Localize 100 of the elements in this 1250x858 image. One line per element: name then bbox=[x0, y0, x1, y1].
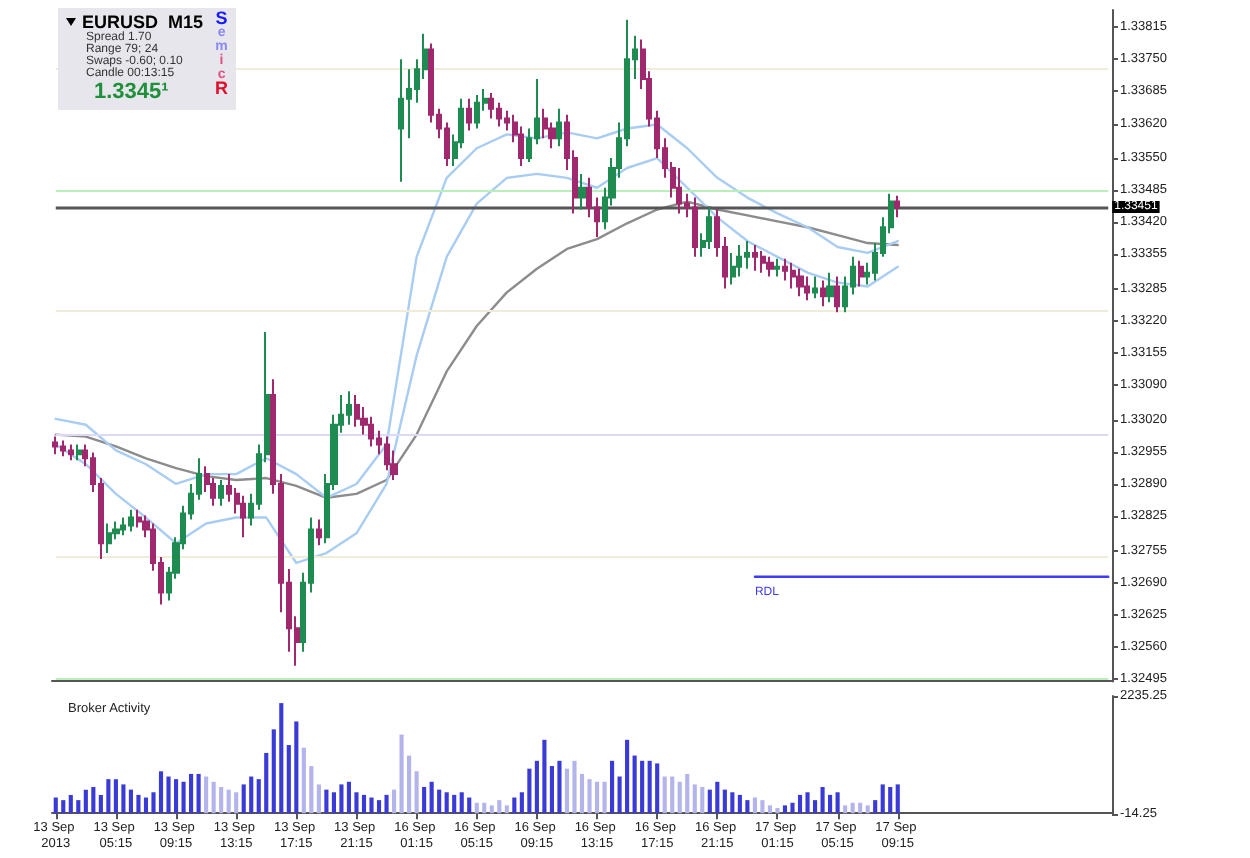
bar bbox=[226, 789, 231, 814]
bar bbox=[828, 794, 833, 814]
bar bbox=[474, 802, 479, 814]
bar bbox=[106, 779, 111, 814]
candlestick bbox=[60, 439, 66, 458]
bar bbox=[414, 771, 419, 814]
bar bbox=[805, 792, 810, 814]
bar bbox=[745, 800, 750, 814]
annotation: R bbox=[215, 78, 229, 98]
bar bbox=[873, 800, 878, 814]
candlestick bbox=[820, 279, 826, 308]
bar bbox=[587, 779, 592, 814]
bar bbox=[68, 794, 73, 814]
candlestick bbox=[128, 508, 134, 533]
candlestick bbox=[496, 101, 502, 128]
bar bbox=[722, 789, 727, 814]
bar bbox=[181, 781, 186, 814]
bar bbox=[602, 781, 607, 814]
bar bbox=[542, 739, 547, 814]
bar bbox=[715, 781, 720, 814]
bar bbox=[489, 805, 494, 814]
candlestick bbox=[834, 275, 840, 314]
bar bbox=[83, 789, 88, 814]
candlestick bbox=[760, 249, 766, 274]
bar bbox=[91, 787, 96, 814]
bar bbox=[557, 760, 562, 814]
candlestick bbox=[542, 107, 548, 140]
bar bbox=[61, 800, 66, 814]
bar bbox=[677, 781, 682, 814]
candlestick bbox=[796, 267, 804, 298]
bar bbox=[294, 721, 299, 814]
bar bbox=[249, 776, 254, 814]
bar bbox=[835, 792, 840, 814]
bar bbox=[895, 784, 900, 814]
line-series bbox=[54, 123, 899, 499]
candlestick bbox=[136, 508, 142, 529]
bar bbox=[685, 773, 690, 814]
bar bbox=[459, 792, 464, 814]
bar bbox=[204, 776, 209, 814]
candlestick bbox=[346, 390, 352, 426]
bar bbox=[482, 802, 487, 814]
bar bbox=[452, 794, 457, 814]
bar bbox=[865, 805, 870, 814]
candlestick bbox=[782, 257, 788, 282]
bar bbox=[790, 802, 795, 814]
bar bbox=[444, 792, 449, 814]
candlestick bbox=[706, 206, 712, 250]
bar bbox=[760, 800, 765, 814]
candlestick bbox=[790, 261, 796, 290]
bar bbox=[564, 768, 570, 814]
bar bbox=[219, 787, 224, 814]
chart-title: EURUSD M15 bbox=[82, 12, 204, 32]
bar bbox=[128, 789, 133, 814]
bar bbox=[467, 797, 472, 814]
bar bbox=[173, 779, 179, 814]
candlestick bbox=[736, 244, 742, 278]
bar bbox=[234, 792, 239, 814]
bar bbox=[422, 787, 427, 814]
bar bbox=[324, 789, 329, 814]
bar bbox=[158, 771, 164, 814]
candlestick bbox=[556, 107, 562, 148]
bar bbox=[301, 747, 306, 814]
candlestick bbox=[398, 58, 404, 183]
bar bbox=[820, 787, 825, 814]
bar bbox=[76, 800, 81, 814]
bar bbox=[512, 797, 517, 814]
candlestick bbox=[384, 435, 390, 472]
annotation: S bbox=[215, 8, 228, 28]
bar bbox=[136, 794, 141, 814]
bar bbox=[346, 781, 352, 814]
bar bbox=[241, 784, 246, 814]
candlestick bbox=[676, 166, 682, 215]
bar bbox=[647, 760, 652, 814]
bar bbox=[752, 797, 757, 814]
bar bbox=[767, 805, 773, 814]
candlestick bbox=[68, 443, 74, 462]
candlestick bbox=[578, 172, 586, 211]
bar bbox=[625, 739, 630, 814]
bar bbox=[775, 808, 780, 814]
bar bbox=[640, 760, 645, 814]
bar bbox=[692, 784, 697, 814]
candlestick bbox=[858, 259, 864, 288]
candlestick bbox=[894, 194, 900, 219]
bar bbox=[376, 800, 382, 814]
bar bbox=[812, 800, 818, 814]
bar bbox=[700, 787, 705, 814]
candlestick bbox=[52, 435, 58, 456]
bar bbox=[850, 802, 855, 814]
bar bbox=[279, 703, 284, 814]
candlestick bbox=[466, 97, 472, 132]
candlestick bbox=[316, 518, 322, 547]
bar bbox=[189, 773, 194, 814]
bar bbox=[527, 768, 532, 814]
bar bbox=[594, 781, 600, 814]
bar bbox=[166, 776, 171, 814]
candlestick bbox=[474, 93, 480, 130]
bar bbox=[797, 794, 803, 814]
candlestick bbox=[368, 415, 374, 448]
candlestick bbox=[752, 244, 758, 272]
annotation: 1.3345¹ bbox=[92, 80, 171, 104]
